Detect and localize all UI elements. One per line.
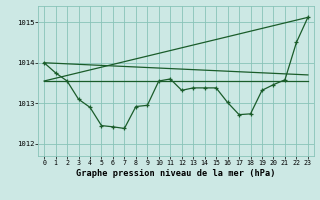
X-axis label: Graphe pression niveau de la mer (hPa): Graphe pression niveau de la mer (hPa) (76, 169, 276, 178)
